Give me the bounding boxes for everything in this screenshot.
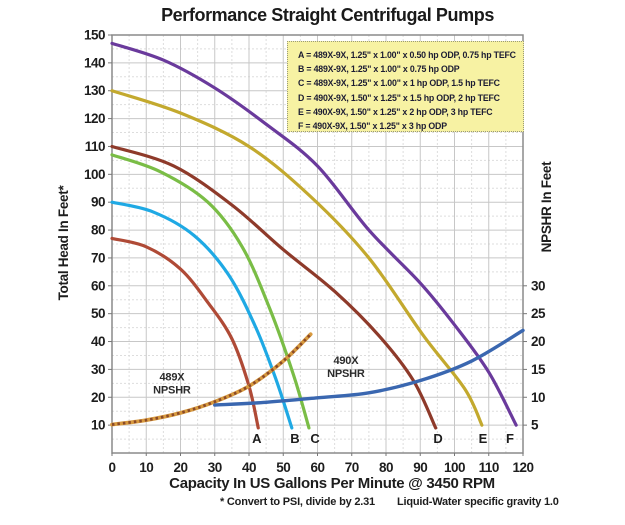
legend-item-a: A = 489X-9X, 1.25" x 1.00" x 0.50 hp ODP…: [298, 50, 516, 60]
right-axis-tick-label: 15: [531, 362, 546, 377]
left-axis-tick-label: 70: [91, 250, 105, 265]
left-axis-tick-label: 120: [84, 111, 105, 126]
left-axis-tick-label: 100: [84, 167, 105, 182]
curve-label-d: D: [433, 431, 442, 446]
curve-D: [110, 144, 438, 430]
x-axis-tick-label: 70: [345, 460, 359, 475]
curve-F: [110, 41, 518, 427]
footnote-psi-conversion: * Convert to PSI, divide by 2.31: [220, 496, 375, 508]
curve-B: [110, 200, 294, 430]
left-axis-tick-label: 10: [91, 418, 105, 433]
annotation-490x: 490X: [333, 355, 359, 367]
curve-label-b: B: [290, 431, 299, 446]
x-axis-title: Capacity In US Gallons Per Minute @ 3450…: [169, 475, 495, 492]
curve-A: [110, 236, 260, 430]
annotation-489x: 489X: [159, 372, 185, 384]
x-axis-tick-label: 40: [242, 460, 256, 475]
left-axis-tick-label: 80: [91, 223, 105, 238]
right-axis-tick-label: 10: [531, 390, 545, 405]
x-axis-tick-label: 110: [479, 460, 499, 475]
x-axis-tick-label: 120: [512, 460, 533, 475]
x-axis-tick-label: 80: [379, 460, 393, 475]
right-axis-tick-label: 5: [531, 418, 539, 433]
left-axis-tick-label: 110: [85, 139, 105, 154]
legend-item-e: E = 490X-9X, 1.50" x 1.25" x 2 hp ODP, 3…: [298, 106, 493, 117]
x-axis-tick-label: 20: [173, 460, 187, 475]
curve-489X-NPSHR-dashes: [111, 333, 312, 426]
curve-label-f: F: [506, 431, 514, 446]
curve-C: [110, 153, 311, 430]
annotation-490x: NPSHR: [327, 368, 365, 380]
left-axis-tick-label: 40: [91, 334, 105, 349]
x-axis-tick-label: 60: [310, 460, 324, 475]
left-axis-tick-label: 130: [84, 83, 105, 98]
curve-E: [110, 89, 484, 427]
left-axis-title: Total Head In Feet*: [56, 185, 71, 301]
x-axis-tick-label: 90: [413, 460, 427, 475]
footnote-specific-gravity: Liquid-Water specific gravity 1.0: [396, 496, 559, 508]
right-axis-tick-label: 30: [531, 278, 545, 293]
left-axis-tick-label: 20: [91, 390, 105, 405]
legend-item-b: B = 489X-9X, 1.25" x 1.00" x 0.75 hp ODP: [298, 64, 460, 75]
left-axis-tick-label: 50: [91, 306, 105, 321]
right-axis-tick-label: 25: [531, 306, 546, 321]
left-axis-tick-label: 90: [91, 195, 105, 210]
curve-label-c: C: [310, 431, 320, 446]
x-axis-tick-label: 30: [208, 460, 222, 475]
left-axis-tick-label: 150: [84, 28, 105, 43]
annotation-489x: NPSHR: [153, 385, 191, 397]
right-axis-tick-label: 20: [531, 334, 545, 349]
legend-item-f: F = 490X-9X, 1.50" x 1.25" x 3 hp ODP: [298, 121, 447, 132]
x-axis-tick-label: 100: [444, 460, 465, 475]
left-axis-tick-label: 140: [84, 55, 105, 70]
left-axis-tick-label: 30: [91, 362, 105, 377]
x-axis-tick-label: 10: [139, 460, 153, 475]
curve-label-a: A: [252, 431, 262, 446]
x-axis-tick-label: 0: [108, 460, 115, 475]
legend-item-c: C = 489X-9X, 1.25" x 1.00" x 1 hp ODP, 1…: [298, 78, 500, 89]
footnote: * Convert to PSI, divide by 2.31 Liquid-…: [220, 496, 559, 508]
curve-490X-NPSHR: [213, 328, 525, 407]
legend-box: A = 489X-9X, 1.25" x 1.00" x 0.50 hp ODP…: [287, 41, 524, 132]
right-axis-title: NPSHR In Feet: [539, 161, 554, 253]
curve-label-e: E: [479, 431, 488, 446]
x-axis-tick-label: 50: [276, 460, 290, 475]
legend-item-d: D = 490X-9X, 1.50" x 1.25" x 1.5 hp ODP,…: [298, 92, 500, 103]
left-axis-tick-label: 60: [91, 278, 105, 293]
chart-title: Performance Straight Centrifugal Pumps: [161, 5, 494, 25]
